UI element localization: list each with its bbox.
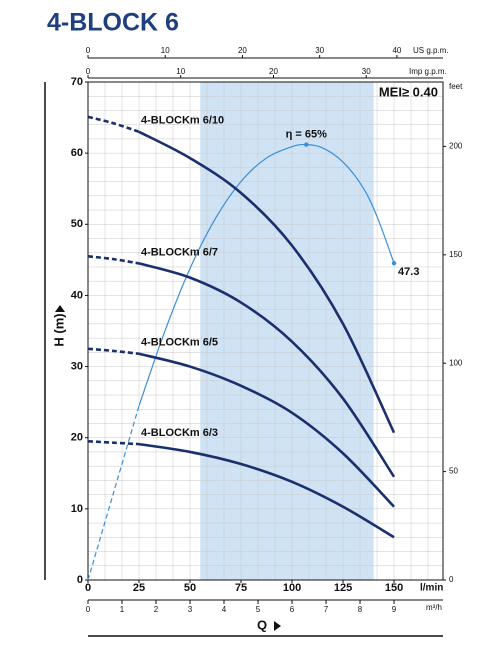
series-label: 4-BLOCKm 6/3 <box>141 427 218 439</box>
y-tick-label: 60 <box>71 147 83 159</box>
x4-tick-label: 9 <box>392 605 397 614</box>
curve <box>138 442 395 539</box>
x4-tick-label: 8 <box>358 605 363 614</box>
y-tick-label: 30 <box>71 360 83 372</box>
x-tick-label: 25 <box>133 582 145 594</box>
x4-tick-label: 3 <box>188 605 193 614</box>
dashed-curve <box>87 347 140 356</box>
annotation: MEI≥ 0.40 <box>379 84 438 99</box>
x-arrow <box>274 621 281 631</box>
x3-tick-label: 30 <box>362 67 371 76</box>
x2-unit: US g.p.m. <box>413 46 449 55</box>
x4-tick-label: 0 <box>86 605 91 614</box>
series-label: 4-BLOCKm 6/10 <box>141 115 224 127</box>
dashed-curve <box>87 115 140 134</box>
x-tick-label: 150 <box>385 582 403 594</box>
y2-tick-label: 100 <box>449 358 463 367</box>
curve <box>138 262 396 478</box>
x-tick-label: 50 <box>184 582 196 594</box>
efficiency-point <box>304 142 309 147</box>
x4-tick-label: 7 <box>324 605 329 614</box>
x4-tick-label: 2 <box>154 605 159 614</box>
y-tick-label: 10 <box>71 503 83 515</box>
chart-title: 4-BLOCK 6 <box>47 9 179 37</box>
x-unit: l/min <box>420 583 443 594</box>
x3-tick-label: 0 <box>86 67 91 76</box>
y-tick-label: 70 <box>71 76 83 88</box>
x-tick-label: 125 <box>334 582 352 594</box>
plot-frame <box>87 81 444 581</box>
y-tick-label: 50 <box>71 218 83 230</box>
y2-unit: feet <box>449 82 463 91</box>
y-tick-label: 40 <box>71 289 83 301</box>
x2-tick-label: 0 <box>86 46 91 55</box>
curve <box>138 130 396 434</box>
series-label: 4-BLOCKm 6/7 <box>141 246 218 258</box>
y-axis-title: H (m) <box>51 313 66 346</box>
y-tick-label: 20 <box>71 432 83 444</box>
x2-tick-label: 40 <box>392 46 401 55</box>
series-label: 4-BLOCKm 6/5 <box>141 337 218 349</box>
y2-tick-label: 150 <box>449 250 463 259</box>
x2-tick-label: 30 <box>315 46 324 55</box>
y-tick-label: 0 <box>77 574 83 586</box>
x-axis-title: Q <box>257 617 267 632</box>
shaded-range <box>200 82 374 580</box>
efficiency-point <box>391 260 397 266</box>
x4-tick-label: 5 <box>256 605 261 614</box>
x-tick-label: 75 <box>235 582 247 594</box>
dashed-curve <box>87 439 140 446</box>
x4-tick-label: 4 <box>222 605 227 614</box>
x3-tick-label: 20 <box>269 67 278 76</box>
x4-tick-label: 6 <box>290 605 295 614</box>
x3-tick-label: 10 <box>176 67 185 76</box>
x-tick-label: 0 <box>85 582 91 594</box>
dashed-curve <box>87 255 140 265</box>
y-arrow <box>55 305 65 312</box>
x2-tick-label: 20 <box>238 46 247 55</box>
curve <box>138 352 395 508</box>
efficiency-label: 47.3 <box>398 266 419 278</box>
y2-tick-label: 50 <box>449 467 458 476</box>
curve <box>138 143 395 407</box>
x4-unit: m³/h <box>426 603 442 612</box>
dashed-curve <box>87 405 140 581</box>
y2-tick-label: 200 <box>449 142 463 151</box>
efficiency-label: η = 65% <box>286 129 327 141</box>
x-tick-label: 100 <box>283 582 301 594</box>
x3-unit: Imp g.p.m. <box>409 67 447 76</box>
x2-tick-label: 10 <box>161 46 170 55</box>
x4-tick-label: 1 <box>120 605 125 614</box>
y2-tick-label: 0 <box>449 575 454 584</box>
